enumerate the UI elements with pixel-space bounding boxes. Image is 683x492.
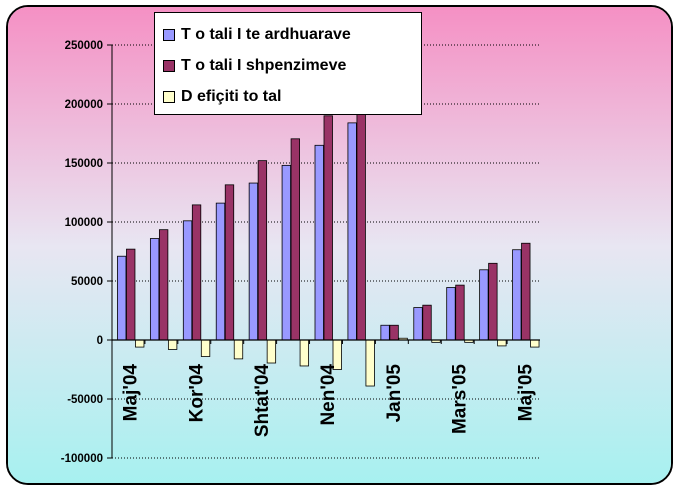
bar-revenue [380, 324, 390, 341]
legend-label-revenue: T o tali I te ardhuarave [181, 25, 351, 43]
bar-deficit [233, 339, 244, 360]
chart-frame: 250000 200000 150000 100000 50000 0 -50000 -100… [6, 5, 673, 485]
y-tick-label: 0 [97, 335, 103, 347]
bar-revenue [117, 255, 127, 341]
legend-swatch-expenses [163, 59, 175, 72]
y-tick-label: -50000 [67, 394, 103, 406]
legend-label-deficit: D efiçiti to tal [181, 87, 282, 105]
x-tick-label: Shtat'04 [252, 364, 273, 438]
y-tick-label: 250000 [65, 40, 103, 52]
legend-item-revenue: T o tali I te ardhuarave [163, 19, 421, 50]
legend-swatch-deficit [163, 90, 175, 103]
bar-revenue [347, 122, 357, 341]
bar-expenses [224, 184, 235, 341]
legend-item-deficit: D efiçiti to tal [163, 81, 421, 112]
bar-expenses [323, 115, 333, 341]
bar-deficit [200, 339, 211, 357]
x-tick-label: Jan'05 [384, 364, 405, 423]
bar-revenue [281, 164, 291, 341]
y-tick-label: -100000 [61, 453, 103, 465]
x-tick-label: Mars'05 [450, 364, 471, 434]
x-tick-label: Maj'05 [516, 364, 537, 422]
bar-revenue [446, 287, 456, 341]
x-tick-label: Nen'04 [318, 364, 339, 426]
bar-revenue [479, 269, 489, 341]
bar-expenses [126, 248, 136, 341]
y-tick-label: 200000 [65, 99, 103, 111]
bar-deficit [299, 339, 309, 367]
y-tick-label: 150000 [65, 158, 103, 170]
x-tick-label: Kor'04 [186, 364, 207, 423]
legend-label-expenses: T o tali I shpenzimeve [181, 56, 347, 74]
bar-deficit [497, 339, 507, 347]
bar-expenses [488, 262, 498, 341]
bar-deficit [530, 339, 540, 348]
y-tick-label: 100000 [65, 217, 103, 229]
bar-expenses [356, 91, 366, 341]
legend-swatch-revenue [163, 28, 175, 41]
bar-deficit [365, 339, 375, 387]
x-tick-labels: Maj'04 Kor'04 Shtat'04 Nen'04 Jan'05 Mars'05 M… [120, 364, 536, 438]
bar-revenue [512, 249, 522, 341]
bar-revenue [314, 144, 324, 341]
bar-revenue [248, 182, 259, 341]
bar-revenue [182, 220, 193, 341]
legend: T o tali I te ardhuarave T o tali I shpe… [154, 12, 422, 115]
bar-deficit [167, 339, 178, 350]
bar-expenses [422, 304, 432, 341]
bar-expenses [257, 160, 268, 341]
bar-expenses [521, 242, 531, 341]
y-tick-label: 50000 [71, 276, 103, 288]
bar-revenue [215, 202, 226, 341]
bar-expenses [191, 204, 202, 341]
bars [117, 91, 540, 387]
bar-expenses [158, 229, 169, 341]
bar-expenses [455, 284, 465, 341]
legend-item-expenses: T o tali I shpenzimeve [163, 50, 421, 81]
x-tick-label: Maj'04 [120, 364, 141, 422]
bar-expenses [389, 324, 399, 341]
bar-deficit [266, 339, 277, 364]
axes [107, 44, 540, 459]
bar-deficit [135, 339, 145, 348]
bar-expenses [290, 138, 300, 341]
y-tick-labels: 250000 200000 150000 100000 50000 0 -50000 -100… [61, 40, 103, 465]
bar-revenue [149, 238, 160, 341]
bar-revenue [413, 307, 423, 341]
